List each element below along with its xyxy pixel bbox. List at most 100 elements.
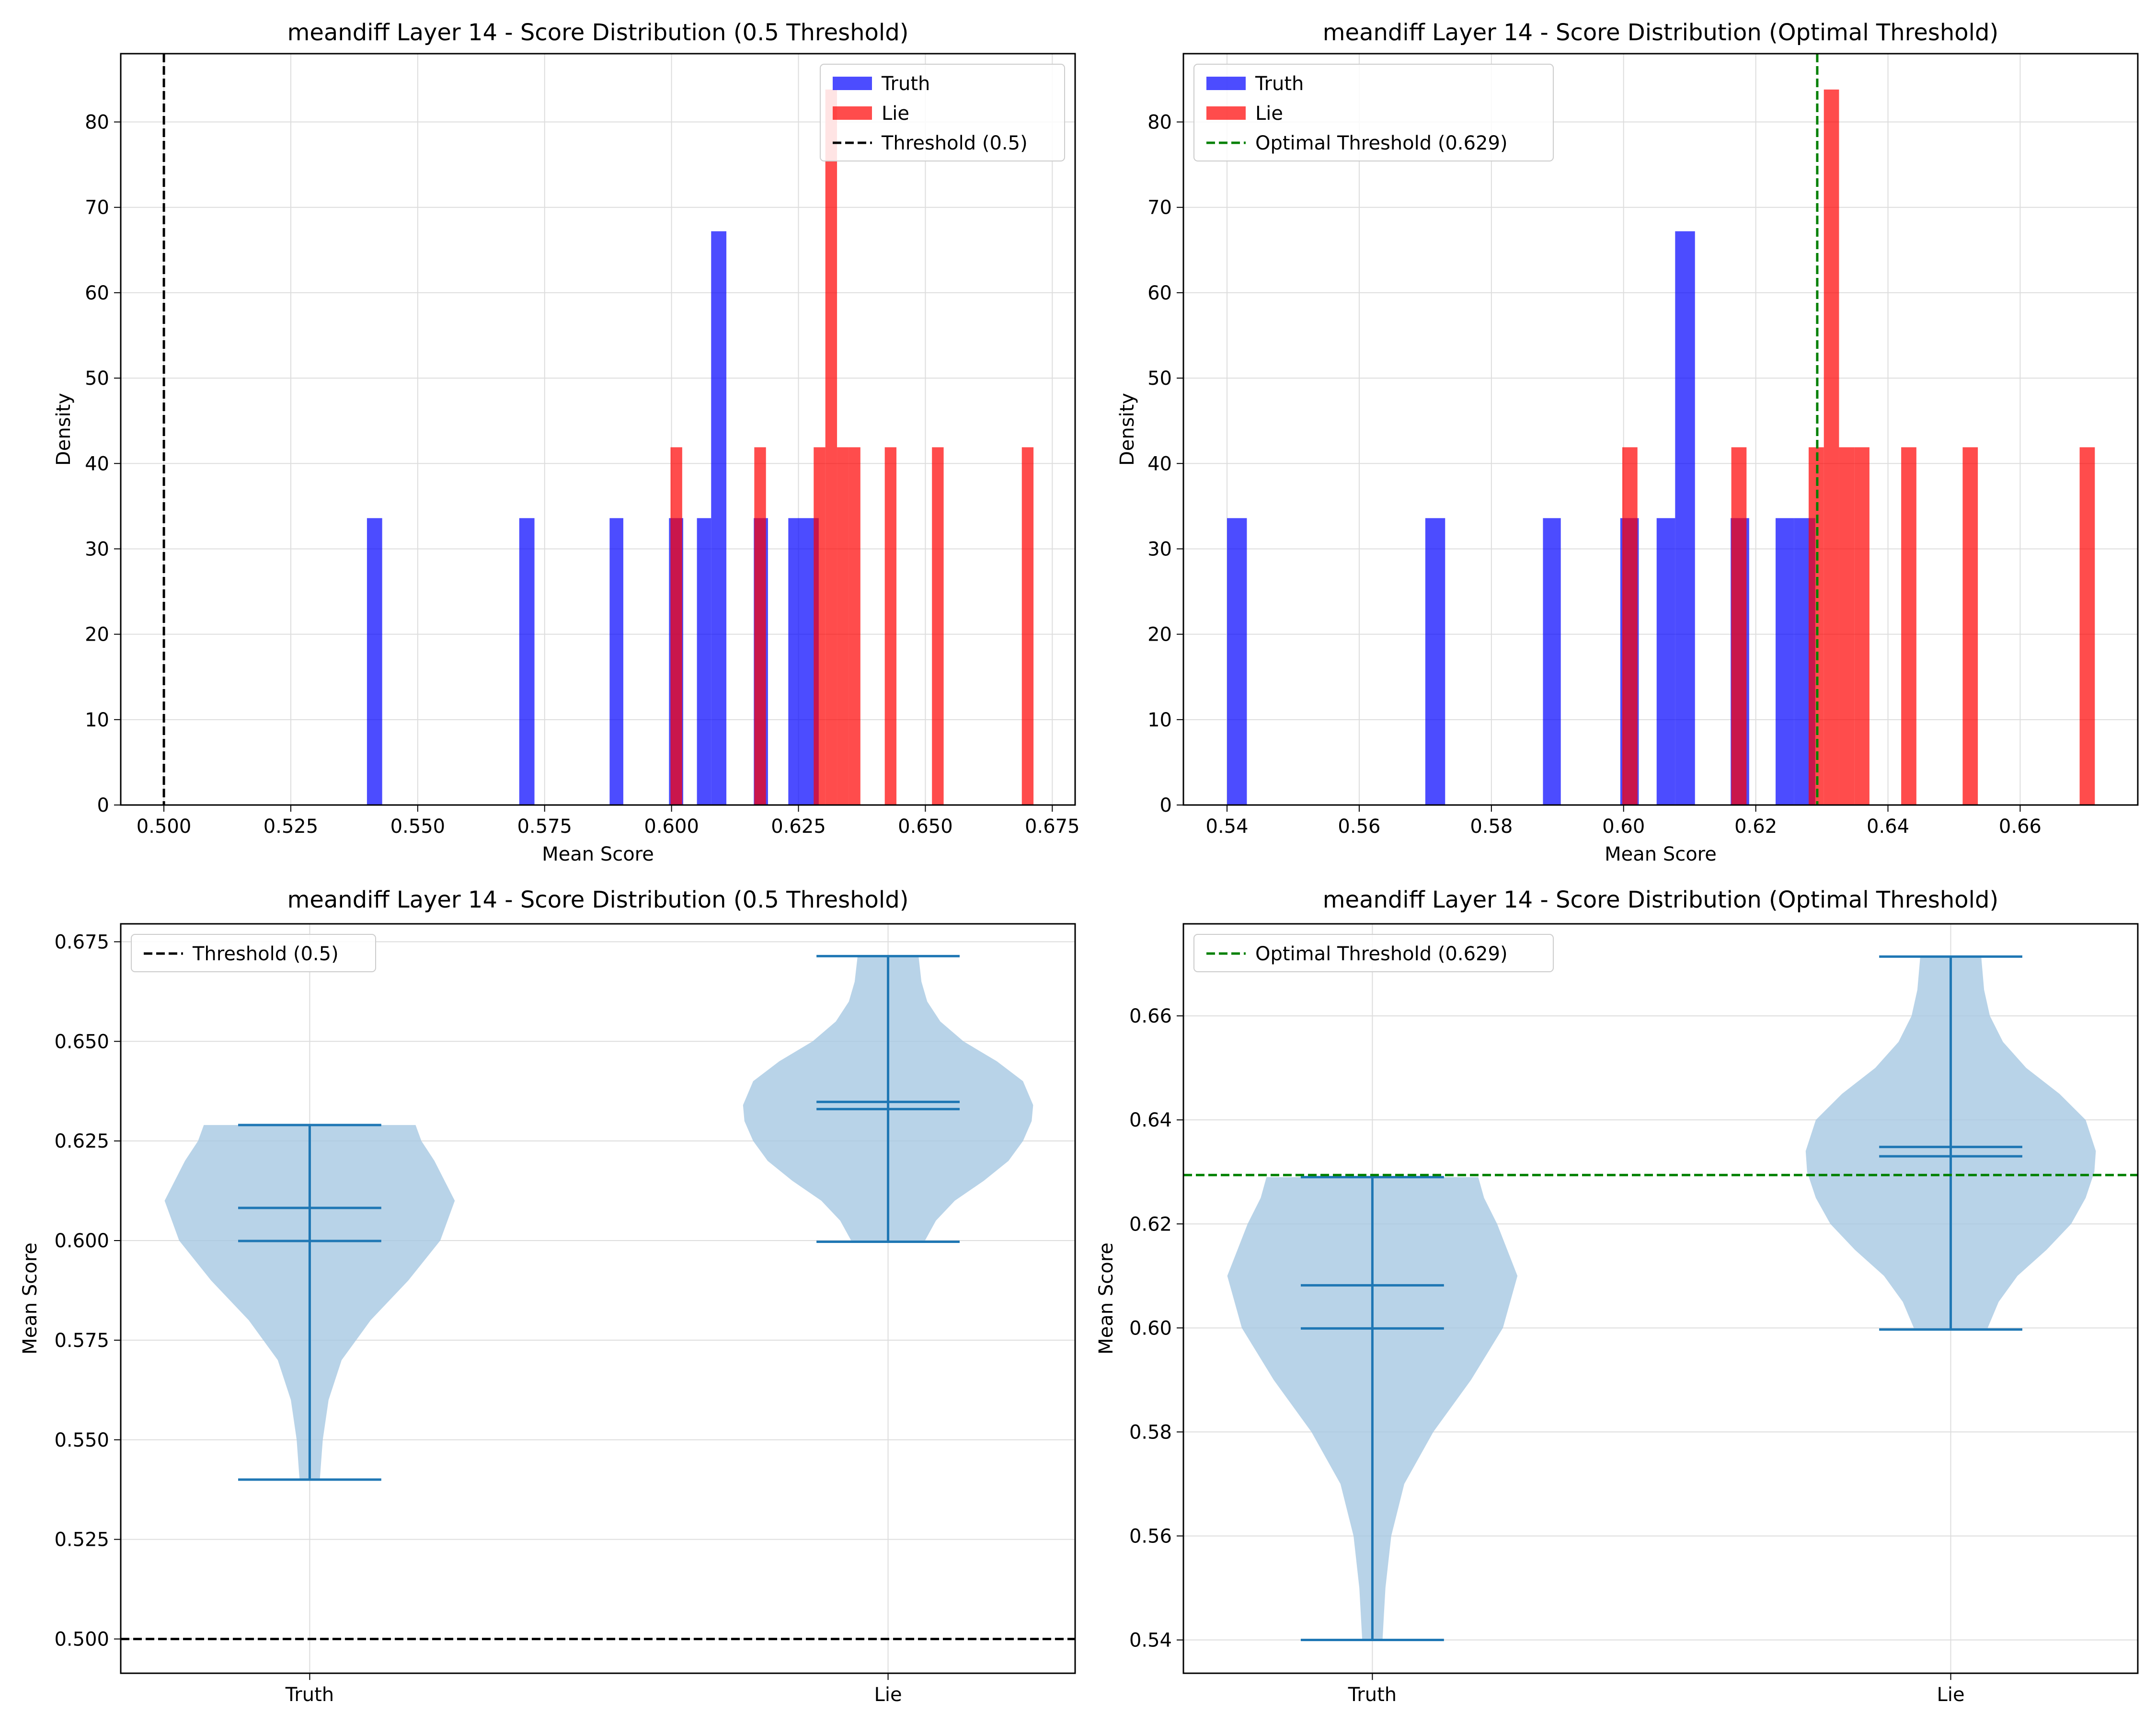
- chart-title: meandiff Layer 14 - Score Distribution (…: [287, 886, 909, 913]
- category-label-truth: Truth: [285, 1684, 334, 1706]
- histogram-bar-lie: [814, 447, 826, 805]
- legend-label-optimal-threshold-0-629: Optimal Threshold (0.629): [1255, 132, 1508, 154]
- x-tick-label: 0.54: [1206, 816, 1249, 838]
- violin-panel-optimal-threshold: meandiff Layer 14 - Score Distribution (…: [1095, 886, 2139, 1706]
- y-axis-label: Mean Score: [19, 1242, 41, 1355]
- x-tick-label: 0.60: [1602, 816, 1645, 838]
- histogram-bar-lie: [1962, 447, 1978, 805]
- legend-frame: [131, 934, 376, 972]
- legend: Truth Lie Threshold (0.5): [820, 64, 1065, 161]
- histogram-bar-truth: [1227, 518, 1247, 805]
- y-tick-label: 0.675: [54, 931, 109, 953]
- category-label-lie: Lie: [1937, 1684, 1965, 1706]
- histogram-bar-lie: [1731, 447, 1747, 805]
- x-tick-label: 0.650: [898, 816, 953, 838]
- plot-frame: [120, 53, 1076, 806]
- y-tick-label: 0: [1160, 794, 1172, 816]
- y-tick-label: 0.575: [54, 1330, 109, 1352]
- histogram-bar-truth: [1776, 518, 1794, 805]
- histogram-bar-lie: [1839, 447, 1855, 805]
- histogram-bar-lie: [884, 447, 897, 805]
- plot-marks: [162, 54, 1034, 805]
- histogram-bar-lie: [670, 447, 682, 805]
- y-tick-label: 0.550: [54, 1429, 109, 1451]
- legend-label-threshold-0-5: Threshold (0.5): [881, 132, 1028, 154]
- x-tick-label: 0.500: [137, 816, 192, 838]
- x-axis-label: Mean Score: [542, 843, 654, 865]
- y-tick-label: 0.650: [54, 1031, 109, 1053]
- legend-swatch-truth: [833, 77, 872, 90]
- y-tick-label: 10: [85, 709, 109, 731]
- legend-frame: [1193, 934, 1554, 972]
- y-tick-label: 0.66: [1129, 1005, 1172, 1027]
- legend: Truth Lie Optimal Threshold (0.629): [1193, 64, 1554, 161]
- category-label-lie: Lie: [874, 1684, 902, 1706]
- y-tick-label: 60: [85, 282, 109, 304]
- histogram-bar-truth: [1656, 518, 1675, 805]
- plot-marks: [121, 954, 1075, 1640]
- legend-label-lie: Lie: [1255, 103, 1283, 125]
- histogram-bar-lie: [932, 447, 944, 805]
- y-tick-label: 80: [85, 112, 109, 134]
- plot-marks: [1227, 54, 2095, 805]
- x-tick-label: 0.625: [771, 816, 826, 838]
- y-tick-label: 20: [1147, 624, 1172, 646]
- histogram-panel-fixed-threshold: meandiff Layer 14 - Score Distribution (…: [53, 19, 1080, 865]
- legend-swatch-truth: [1206, 77, 1246, 90]
- y-tick-label: 0.500: [54, 1628, 109, 1650]
- legend-label-threshold-0-5: Threshold (0.5): [192, 943, 339, 965]
- y-axis-label: Mean Score: [1095, 1242, 1117, 1355]
- legend-swatch-lie: [833, 106, 872, 120]
- y-tick-label: 70: [1147, 197, 1172, 219]
- plot-marks: [1183, 955, 2138, 1642]
- legend-label-truth: Truth: [881, 73, 930, 95]
- y-tick-label: 40: [1147, 453, 1172, 475]
- y-axis-label: Density: [53, 393, 75, 466]
- x-axis-label: Mean Score: [1605, 843, 1717, 865]
- x-tick-label: 0.600: [644, 816, 699, 838]
- plot-frame: [1182, 53, 2139, 806]
- y-tick-label: 0.58: [1129, 1421, 1172, 1443]
- plot-frame: [1182, 923, 2139, 1674]
- y-tick-label: 0.54: [1129, 1630, 1172, 1652]
- histogram-bar-lie: [754, 447, 766, 805]
- histogram-bar-lie: [1901, 447, 1916, 805]
- legend-swatch-lie: [1206, 106, 1246, 120]
- category-label-truth: Truth: [1348, 1684, 1397, 1706]
- y-tick-label: 0.62: [1129, 1213, 1172, 1235]
- legend: Threshold (0.5): [131, 934, 376, 972]
- x-tick-label: 0.575: [517, 816, 572, 838]
- histogram-bar-lie: [1854, 447, 1869, 805]
- y-tick-label: 30: [1147, 538, 1172, 560]
- y-tick-label: 0.600: [54, 1230, 109, 1252]
- y-tick-label: 0.525: [54, 1529, 109, 1551]
- histogram-bar-lie: [1021, 447, 1034, 805]
- y-tick-label: 0.56: [1129, 1525, 1172, 1547]
- plot-frame: [120, 923, 1076, 1674]
- y-tick-label: 0: [97, 794, 109, 816]
- x-tick-label: 0.550: [390, 816, 446, 838]
- y-tick-label: 0.60: [1129, 1317, 1172, 1339]
- x-tick-label: 0.66: [1999, 816, 2041, 838]
- violin-panel-fixed-threshold: meandiff Layer 14 - Score Distribution (…: [19, 886, 1076, 1706]
- histogram-bar-truth: [711, 231, 727, 805]
- histogram-bar-lie: [837, 447, 849, 805]
- histogram-bar-lie: [849, 447, 860, 805]
- y-tick-label: 30: [85, 538, 109, 560]
- y-tick-label: 0.625: [54, 1130, 109, 1152]
- y-axis-label: Density: [1116, 393, 1138, 466]
- x-tick-label: 0.62: [1734, 816, 1777, 838]
- y-tick-label: 70: [85, 197, 109, 219]
- chart-title: meandiff Layer 14 - Score Distribution (…: [1323, 886, 1998, 913]
- histogram-bar-truth: [609, 518, 623, 805]
- histogram-bar-truth: [1675, 231, 1695, 805]
- legend-label-truth: Truth: [1255, 73, 1304, 95]
- x-tick-label: 0.64: [1867, 816, 1909, 838]
- y-tick-label: 20: [85, 624, 109, 646]
- histogram-bar-truth: [1543, 518, 1561, 805]
- chart-title: meandiff Layer 14 - Score Distribution (…: [1323, 19, 1998, 46]
- histogram-bar-lie: [1823, 89, 1839, 805]
- histogram-bar-truth: [697, 518, 711, 805]
